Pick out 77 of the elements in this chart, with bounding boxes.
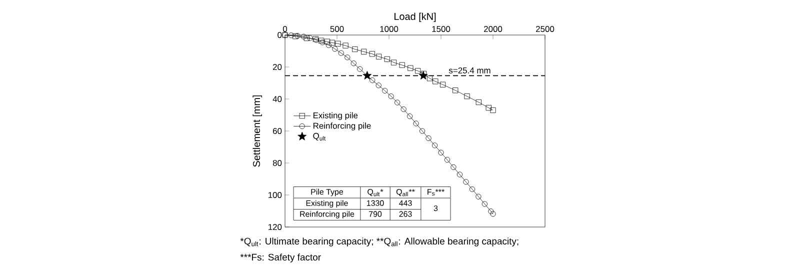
legend-label: Reinforcing pile (313, 122, 371, 130)
point (482, 201, 488, 207)
point (384, 56, 390, 62)
point (357, 66, 363, 72)
point (329, 40, 336, 46)
x-tick-label: 2000 (484, 26, 502, 32)
y-axis-title: Settlement [mm] (252, 95, 262, 167)
point (388, 93, 394, 100)
point (394, 100, 400, 106)
point (450, 164, 456, 170)
y-tick-label: 100 (268, 192, 282, 198)
y-tick-label: 120 (268, 224, 282, 230)
point (456, 172, 463, 178)
point (304, 35, 310, 41)
point (342, 42, 348, 48)
point (440, 82, 446, 88)
point (370, 77, 376, 84)
point (382, 88, 388, 94)
point (490, 107, 496, 113)
point (294, 33, 300, 39)
point (464, 93, 470, 100)
x-axis-title: Load [kN] (394, 12, 436, 22)
point (300, 34, 307, 40)
x-tick-label: 1500 (432, 26, 450, 32)
point (476, 99, 482, 105)
point (376, 82, 382, 88)
point (438, 150, 444, 156)
ref-line-label: s=25.4 mm (448, 67, 490, 74)
point (420, 70, 427, 77)
x-tick-label: 0 (282, 26, 288, 32)
point (338, 50, 344, 56)
point (413, 120, 419, 126)
y-tick-label: 60 (273, 128, 282, 134)
point (335, 40, 341, 46)
point (390, 60, 397, 66)
point (352, 46, 358, 52)
point (288, 32, 294, 38)
point (344, 54, 350, 60)
x-tick-label: 1000 (380, 26, 398, 32)
point (369, 51, 375, 57)
y-tick-label: 20 (272, 64, 282, 70)
point (332, 46, 338, 52)
point (452, 88, 458, 94)
point (432, 142, 438, 148)
text: *Q$_{ult}$: Ultimate bearing capacity; **Q$_{all}$: Allowable bearing capacity; (240, 238, 518, 246)
point (292, 33, 298, 40)
legend-label: Q$_{ult}$ (313, 132, 326, 140)
y-tick-label: 40 (272, 96, 282, 102)
point (488, 208, 494, 214)
text: ***Fs: Safety factor (240, 254, 321, 262)
point (407, 113, 413, 120)
point (476, 194, 482, 200)
point (376, 54, 382, 60)
x-tick-label: 500 (330, 26, 344, 32)
point (444, 157, 450, 163)
point (490, 211, 496, 217)
point (361, 48, 367, 54)
point (362, 70, 372, 80)
point (426, 135, 432, 141)
point (469, 186, 476, 192)
y-tick-label: 0 (278, 32, 282, 38)
point (400, 106, 406, 112)
legend-label: Existing pile (313, 112, 358, 120)
point (307, 35, 313, 41)
point (415, 68, 421, 74)
point (326, 42, 332, 48)
point (463, 179, 469, 185)
point (486, 105, 492, 111)
point (419, 128, 426, 134)
point (408, 65, 414, 71)
point (350, 60, 356, 66)
point (418, 70, 428, 80)
point (426, 76, 433, 82)
point (432, 78, 438, 84)
y-tick-label: 80 (272, 160, 282, 166)
x-tick-label: 2500 (536, 26, 554, 32)
point (399, 62, 405, 68)
